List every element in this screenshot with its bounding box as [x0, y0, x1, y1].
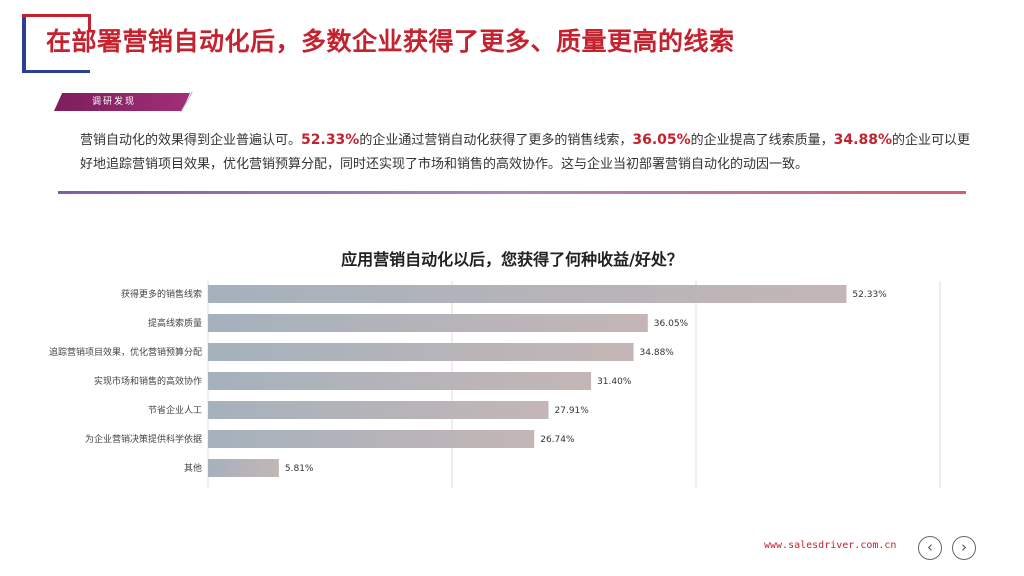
bars: 获得更多的销售线索 52.33% 提高线索质量 36.05% 追踪营销项目效果，优化营销… — [49, 285, 887, 477]
bar — [208, 285, 847, 303]
chevron-right-icon: › — [961, 538, 967, 556]
category-label: 获得更多的销售线索 — [121, 288, 202, 300]
bar — [208, 372, 592, 390]
category-label: 实现市场和销售的高效协作 — [94, 375, 202, 387]
corner-decoration — [22, 14, 26, 72]
page-title: 在部署营销自动化后，多数企业获得了更多、质量更高的线索 — [46, 27, 735, 56]
value-label: 31.40% — [597, 377, 632, 387]
prev-page-button[interactable]: ‹ — [918, 536, 942, 560]
highlight-stat: 36.05% — [632, 132, 691, 148]
bar — [208, 401, 549, 419]
value-label: 27.91% — [555, 406, 590, 416]
bar — [208, 459, 279, 477]
category-label: 节省企业人工 — [148, 404, 202, 416]
category-label: 提高线索质量 — [148, 317, 202, 329]
highlight-stat: 52.33% — [301, 132, 360, 148]
summary-text: 的企业通过营销自动化获得了更多的销售线索， — [359, 133, 633, 148]
bar — [208, 343, 634, 361]
value-label: 36.05% — [654, 319, 689, 329]
corner-decoration — [22, 14, 90, 17]
summary-text: 的企业可以更好地追踪营销项目效果，优化营销预算分配，同时还实现了市场和销售的高效… — [80, 133, 970, 172]
next-page-button[interactable]: › — [952, 536, 976, 560]
chart-title: 应用营销自动化以后，您获得了何种收益/好处？ — [341, 250, 683, 269]
bar — [208, 314, 648, 332]
chevron-left-icon: ‹ — [927, 538, 933, 556]
category-label: 追踪营销项目效果，优化营销预算分配 — [49, 346, 202, 358]
corner-decoration — [22, 70, 90, 73]
category-label: 为企业营销决策提供科学依据 — [85, 433, 202, 445]
section-tag: 调研发现 — [54, 93, 190, 111]
corner-decoration — [88, 14, 91, 32]
value-label: 52.33% — [852, 290, 887, 300]
value-label: 34.88% — [640, 348, 675, 358]
website-link[interactable]: www.salesdriver.com.cn — [764, 540, 897, 551]
category-label: 其他 — [184, 462, 202, 474]
summary-text: 营销自动化的效果得到企业普遍认可。 — [80, 133, 302, 148]
value-label: 5.81% — [285, 464, 314, 474]
value-label: 26.74% — [540, 435, 575, 445]
highlight-stat: 34.88% — [833, 132, 892, 148]
bar — [208, 430, 535, 448]
summary-paragraph: 营销自动化的效果得到企业普遍认可。52.33%的企业通过营销自动化获得了更多的销… — [80, 128, 980, 177]
section-divider — [58, 191, 966, 194]
summary-text: 的企业提高了线索质量， — [690, 133, 834, 148]
